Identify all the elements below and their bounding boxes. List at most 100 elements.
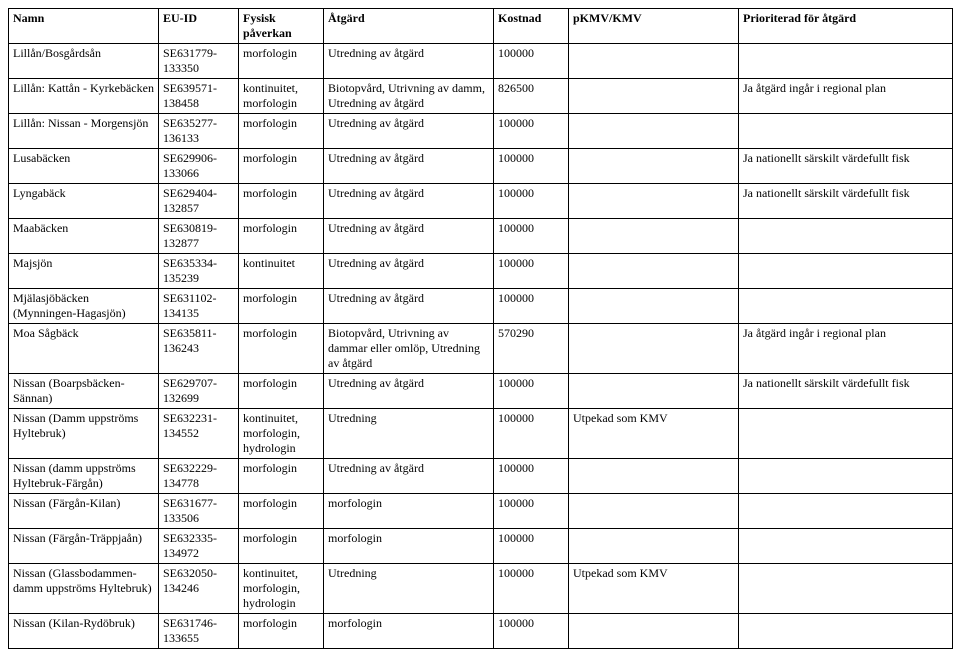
col-header-namn: Namn <box>9 9 159 44</box>
cell-prior <box>739 529 953 564</box>
cell-fysisk: morfologin <box>239 614 324 649</box>
cell-prior <box>739 254 953 289</box>
cell-prior: Ja åtgärd ingår i regional plan <box>739 324 953 374</box>
cell-atgard: Utredning <box>324 409 494 459</box>
table-header-row: Namn EU-ID Fysisk påverkan Åtgärd Kostna… <box>9 9 953 44</box>
cell-kostnad: 100000 <box>494 219 569 254</box>
cell-euid: SE631677-133506 <box>159 494 239 529</box>
cell-euid: SE629404-132857 <box>159 184 239 219</box>
cell-kostnad: 100000 <box>494 289 569 324</box>
cell-prior <box>739 114 953 149</box>
cell-atgard: morfologin <box>324 494 494 529</box>
cell-fysisk: kontinuitet, morfologin <box>239 79 324 114</box>
cell-pkmv <box>569 184 739 219</box>
cell-prior <box>739 44 953 79</box>
cell-fysisk: morfologin <box>239 324 324 374</box>
table-row: Nissan (Boarpsbäcken-Sännan)SE629707-132… <box>9 374 953 409</box>
cell-atgard: Biotopvård, Utrivning av dammar eller om… <box>324 324 494 374</box>
cell-atgard: Utredning av åtgärd <box>324 374 494 409</box>
cell-kostnad: 100000 <box>494 184 569 219</box>
cell-fysisk: morfologin <box>239 114 324 149</box>
cell-pkmv: Utpekad som KMV <box>569 564 739 614</box>
cell-namn: Maabäcken <box>9 219 159 254</box>
cell-atgard: Utredning <box>324 564 494 614</box>
table-row: Moa SågbäckSE635811-136243morfologinBiot… <box>9 324 953 374</box>
cell-namn: Nissan (damm uppströms Hyltebruk-Färgån) <box>9 459 159 494</box>
cell-namn: Moa Sågbäck <box>9 324 159 374</box>
cell-prior <box>739 289 953 324</box>
cell-namn: Lillån: Nissan - Morgensjön <box>9 114 159 149</box>
cell-pkmv <box>569 529 739 564</box>
cell-namn: Nissan (Damm uppströms Hyltebruk) <box>9 409 159 459</box>
cell-prior: Ja nationellt särskilt värdefullt fisk <box>739 184 953 219</box>
cell-atgard: Utredning av åtgärd <box>324 149 494 184</box>
cell-namn: Lyngabäck <box>9 184 159 219</box>
col-header-atgard: Åtgärd <box>324 9 494 44</box>
table-row: Lillån/BosgårdsånSE631779-133350morfolog… <box>9 44 953 79</box>
cell-fysisk: morfologin <box>239 529 324 564</box>
cell-pkmv <box>569 254 739 289</box>
cell-fysisk: morfologin <box>239 219 324 254</box>
table-row: LyngabäckSE629404-132857morfologinUtredn… <box>9 184 953 219</box>
cell-euid: SE629707-132699 <box>159 374 239 409</box>
cell-prior <box>739 564 953 614</box>
cell-kostnad: 570290 <box>494 324 569 374</box>
cell-atgard: morfologin <box>324 614 494 649</box>
cell-atgard: Utredning av åtgärd <box>324 459 494 494</box>
table-row: Nissan (Kilan-Rydöbruk)SE631746-133655mo… <box>9 614 953 649</box>
table-row: Mjälasjöbäcken (Mynningen-Hagasjön)SE631… <box>9 289 953 324</box>
cell-fysisk: kontinuitet, morfologin, hydrologin <box>239 409 324 459</box>
cell-euid: SE631746-133655 <box>159 614 239 649</box>
cell-pkmv <box>569 289 739 324</box>
cell-euid: SE635811-136243 <box>159 324 239 374</box>
cell-kostnad: 100000 <box>494 254 569 289</box>
cell-fysisk: morfologin <box>239 149 324 184</box>
col-header-kostnad: Kostnad <box>494 9 569 44</box>
cell-pkmv <box>569 149 739 184</box>
cell-euid: SE635334-135239 <box>159 254 239 289</box>
cell-fysisk: morfologin <box>239 184 324 219</box>
cell-namn: Nissan (Glassbodammen-damm uppströms Hyl… <box>9 564 159 614</box>
cell-prior: Ja nationellt särskilt värdefullt fisk <box>739 149 953 184</box>
cell-pkmv <box>569 219 739 254</box>
cell-prior <box>739 459 953 494</box>
cell-euid: SE630819-132877 <box>159 219 239 254</box>
table-body: Lillån/BosgårdsånSE631779-133350morfolog… <box>9 44 953 649</box>
cell-kostnad: 100000 <box>494 494 569 529</box>
cell-pkmv <box>569 494 739 529</box>
cell-atgard: Utredning av åtgärd <box>324 44 494 79</box>
cell-namn: Lillån/Bosgårdsån <box>9 44 159 79</box>
cell-euid: SE632050-134246 <box>159 564 239 614</box>
col-header-fysisk: Fysisk påverkan <box>239 9 324 44</box>
cell-prior: Ja nationellt särskilt värdefullt fisk <box>739 374 953 409</box>
cell-kostnad: 100000 <box>494 459 569 494</box>
cell-kostnad: 826500 <box>494 79 569 114</box>
cell-kostnad: 100000 <box>494 114 569 149</box>
cell-pkmv <box>569 459 739 494</box>
cell-fysisk: kontinuitet, morfologin, hydrologin <box>239 564 324 614</box>
table-row: Nissan (Färgån-Träppjaån)SE632335-134972… <box>9 529 953 564</box>
table-row: Lillån: Kattån - KyrkebäckenSE639571-138… <box>9 79 953 114</box>
cell-euid: SE632335-134972 <box>159 529 239 564</box>
col-header-pkmv: pKMV/KMV <box>569 9 739 44</box>
cell-fysisk: morfologin <box>239 289 324 324</box>
cell-namn: Mjälasjöbäcken (Mynningen-Hagasjön) <box>9 289 159 324</box>
cell-fysisk: kontinuitet <box>239 254 324 289</box>
cell-pkmv <box>569 79 739 114</box>
cell-fysisk: morfologin <box>239 374 324 409</box>
cell-kostnad: 100000 <box>494 44 569 79</box>
cell-atgard: Utredning av åtgärd <box>324 184 494 219</box>
cell-prior <box>739 494 953 529</box>
cell-prior <box>739 614 953 649</box>
col-header-prior: Prioriterad för åtgärd <box>739 9 953 44</box>
cell-euid: SE631779-133350 <box>159 44 239 79</box>
table-row: Nissan (Glassbodammen-damm uppströms Hyl… <box>9 564 953 614</box>
cell-kostnad: 100000 <box>494 529 569 564</box>
cell-namn: Nissan (Färgån-Träppjaån) <box>9 529 159 564</box>
cell-namn: Lillån: Kattån - Kyrkebäcken <box>9 79 159 114</box>
cell-kostnad: 100000 <box>494 409 569 459</box>
cell-pkmv <box>569 114 739 149</box>
data-table: Namn EU-ID Fysisk påverkan Åtgärd Kostna… <box>8 8 953 649</box>
cell-fysisk: morfologin <box>239 44 324 79</box>
cell-namn: Nissan (Boarpsbäcken-Sännan) <box>9 374 159 409</box>
